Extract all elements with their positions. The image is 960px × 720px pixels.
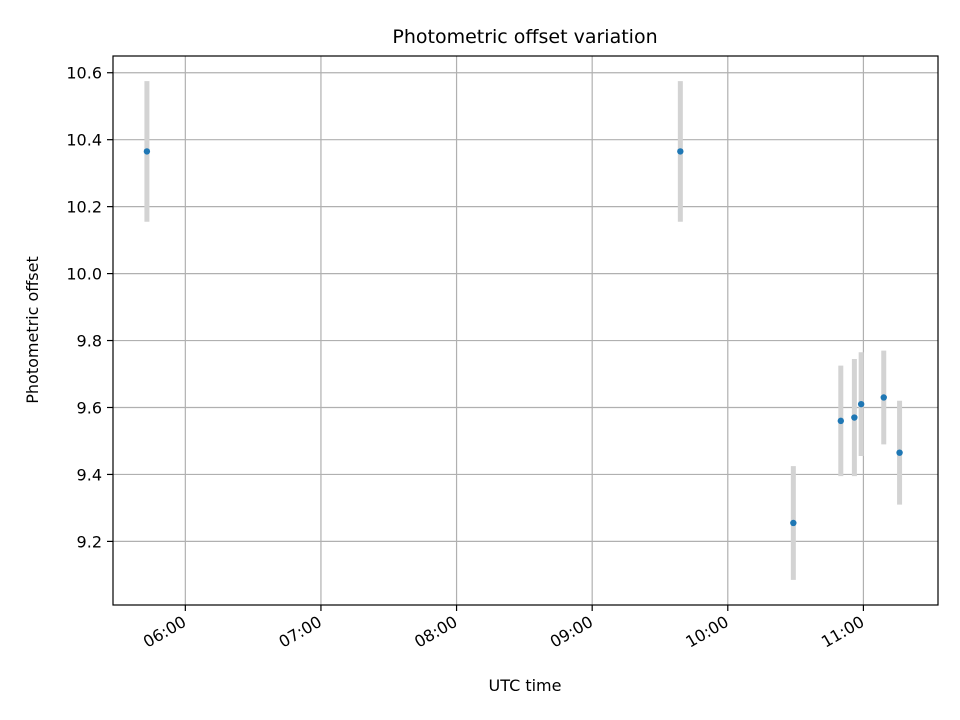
data-points (143, 148, 903, 527)
y-tick-label: 9.4 (77, 465, 102, 484)
data-point (677, 148, 684, 155)
data-point (896, 449, 903, 456)
grid (113, 56, 938, 605)
data-point (857, 400, 865, 408)
y-axis-label: Photometric offset (23, 256, 42, 404)
data-point (790, 519, 797, 527)
data-point (851, 414, 858, 421)
y-tick-label: 10.6 (66, 64, 102, 83)
x-axis-label: UTC time (489, 676, 562, 695)
data-point (837, 417, 845, 425)
data-point (143, 148, 151, 155)
y-tick-label: 10.0 (66, 265, 102, 284)
y-tick-label: 9.8 (77, 332, 102, 351)
y-tick-label: 9.6 (77, 398, 102, 417)
data-point (880, 394, 887, 401)
plot-area-frame (112, 55, 939, 606)
chart-title: Photometric offset variation (392, 26, 657, 48)
y-tick-label: 9.2 (77, 532, 102, 551)
y-tick-label: 10.2 (66, 198, 102, 217)
y-axis-ticks: 9.2 9.4 9.6 9.8 10.0 10.2 10.4 10.6 (66, 64, 113, 551)
y-tick-label: 10.4 (66, 131, 102, 150)
